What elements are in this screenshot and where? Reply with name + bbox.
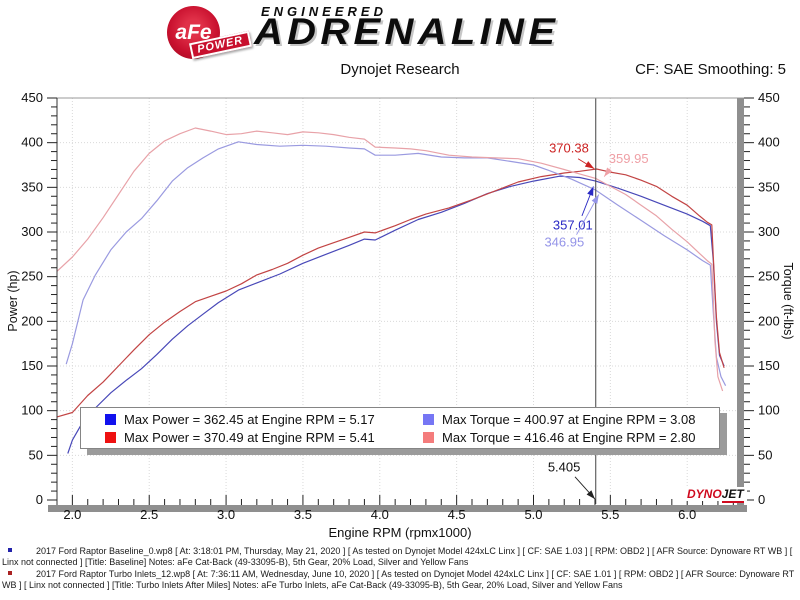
legend-label: Max Power = 370.49 at Engine RPM = 5.41 (124, 429, 375, 445)
svg-text:Power (hp): Power (hp) (6, 270, 20, 331)
svg-text:4.5: 4.5 (448, 507, 466, 522)
svg-text:Engine RPM (rpmx1000): Engine RPM (rpmx1000) (328, 525, 471, 540)
run-note-turbo-inlets: 2017 Ford Raptor Turbo Inlets_12.wp8 [ A… (0, 569, 797, 590)
max-values-legend: Max Power = 362.45 at Engine RPM = 5.17 … (80, 407, 720, 449)
dynojet-logo-jet: JET (721, 487, 744, 503)
brand-engineered: ENGINEERED (261, 4, 387, 19)
dynojet-logo: DYNOJET (684, 487, 747, 503)
svg-text:5.5: 5.5 (601, 507, 619, 522)
svg-text:200: 200 (21, 313, 43, 328)
svg-text:357.01: 357.01 (553, 217, 593, 232)
curve-torque-baseline (65, 141, 727, 386)
swatch-power-inlets (105, 431, 116, 443)
smoothing-label: CF: SAE Smoothing: 5 (635, 61, 786, 78)
svg-text:2.0: 2.0 (63, 507, 81, 522)
legend-label: Max Torque = 416.46 at Engine RPM = 2.80 (442, 429, 696, 445)
dyno-plot-area: 2.0 2.5 3.0 3.5 4.0 4.5 5.0 5.5 6.0 0 0 50 50 100 100 1… (6, 90, 795, 540)
curve-power-inlets (56, 168, 725, 418)
run-note-text: 2017 Ford Raptor Baseline_0.wp8 [ At: 3:… (2, 546, 793, 567)
svg-text:5.0: 5.0 (524, 507, 542, 522)
legend-label: Max Torque = 400.97 at Engine RPM = 3.08 (442, 411, 696, 427)
svg-text:5.405: 5.405 (548, 459, 581, 474)
legend-label: Max Power = 362.45 at Engine RPM = 5.17 (124, 411, 375, 427)
legend-item-max-power-baseline: Max Power = 362.45 at Engine RPM = 5.17 (105, 412, 423, 427)
svg-text:400: 400 (758, 135, 780, 150)
swatch-torque-inlets (423, 431, 434, 443)
dynojet-logo-dyno: DYNO (687, 487, 722, 501)
svg-text:350: 350 (758, 179, 780, 194)
svg-text:370.38: 370.38 (549, 140, 589, 155)
svg-text:50: 50 (758, 447, 772, 462)
svg-text:350: 350 (21, 179, 43, 194)
svg-text:100: 100 (21, 403, 43, 418)
swatch-power-baseline (105, 413, 116, 425)
axes (47, 97, 754, 512)
curve-power-baseline (67, 175, 725, 454)
svg-text:Torque (ft-lbs): Torque (ft-lbs) (781, 262, 795, 339)
registered-mark: ® (212, 6, 218, 13)
svg-text:450: 450 (21, 90, 43, 105)
run-notes: 2017 Ford Raptor Baseline_0.wp8 [ At: 3:… (0, 546, 797, 592)
svg-text:400: 400 (21, 135, 43, 150)
annotations: 370.38 359.95 357.01 346.95 (544, 140, 648, 249)
svg-text:359.95: 359.95 (609, 151, 649, 166)
svg-text:3.0: 3.0 (217, 507, 235, 522)
svg-text:450: 450 (758, 90, 780, 105)
chart-title: Dynojet Research (340, 61, 460, 78)
curve-torque-inlets (56, 127, 724, 392)
run-bullet-baseline (8, 548, 12, 552)
run-note-text: 2017 Ford Raptor Turbo Inlets_12.wp8 [ A… (2, 569, 795, 590)
svg-text:300: 300 (758, 224, 780, 239)
svg-text:0: 0 (758, 492, 765, 507)
legend-item-max-torque-inlets: Max Torque = 416.46 at Engine RPM = 2.80 (423, 430, 719, 445)
run-bullet-turbo-inlets (8, 571, 12, 575)
legend-item-max-power-inlets: Max Power = 370.49 at Engine RPM = 5.41 (105, 430, 423, 445)
curves (56, 127, 727, 454)
svg-text:346.95: 346.95 (544, 234, 584, 249)
svg-text:150: 150 (758, 358, 780, 373)
svg-text:6.0: 6.0 (678, 507, 696, 522)
legend-item-max-torque-baseline: Max Torque = 400.97 at Engine RPM = 3.08 (423, 412, 719, 427)
svg-text:100: 100 (758, 403, 780, 418)
svg-text:4.0: 4.0 (371, 507, 389, 522)
svg-text:50: 50 (29, 447, 43, 462)
run-note-baseline: 2017 Ford Raptor Baseline_0.wp8 [ At: 3:… (0, 546, 797, 567)
svg-text:150: 150 (21, 358, 43, 373)
svg-text:250: 250 (21, 269, 43, 284)
svg-text:0: 0 (36, 492, 43, 507)
swatch-torque-baseline (423, 413, 434, 425)
svg-text:200: 200 (758, 313, 780, 328)
brand-adrenaline: ADRENALINE (254, 11, 560, 52)
svg-text:250: 250 (758, 269, 780, 284)
afe-logo-text: aFe (175, 20, 212, 44)
svg-text:3.5: 3.5 (294, 507, 312, 522)
svg-text:2.5: 2.5 (140, 507, 158, 522)
svg-text:300: 300 (21, 224, 43, 239)
